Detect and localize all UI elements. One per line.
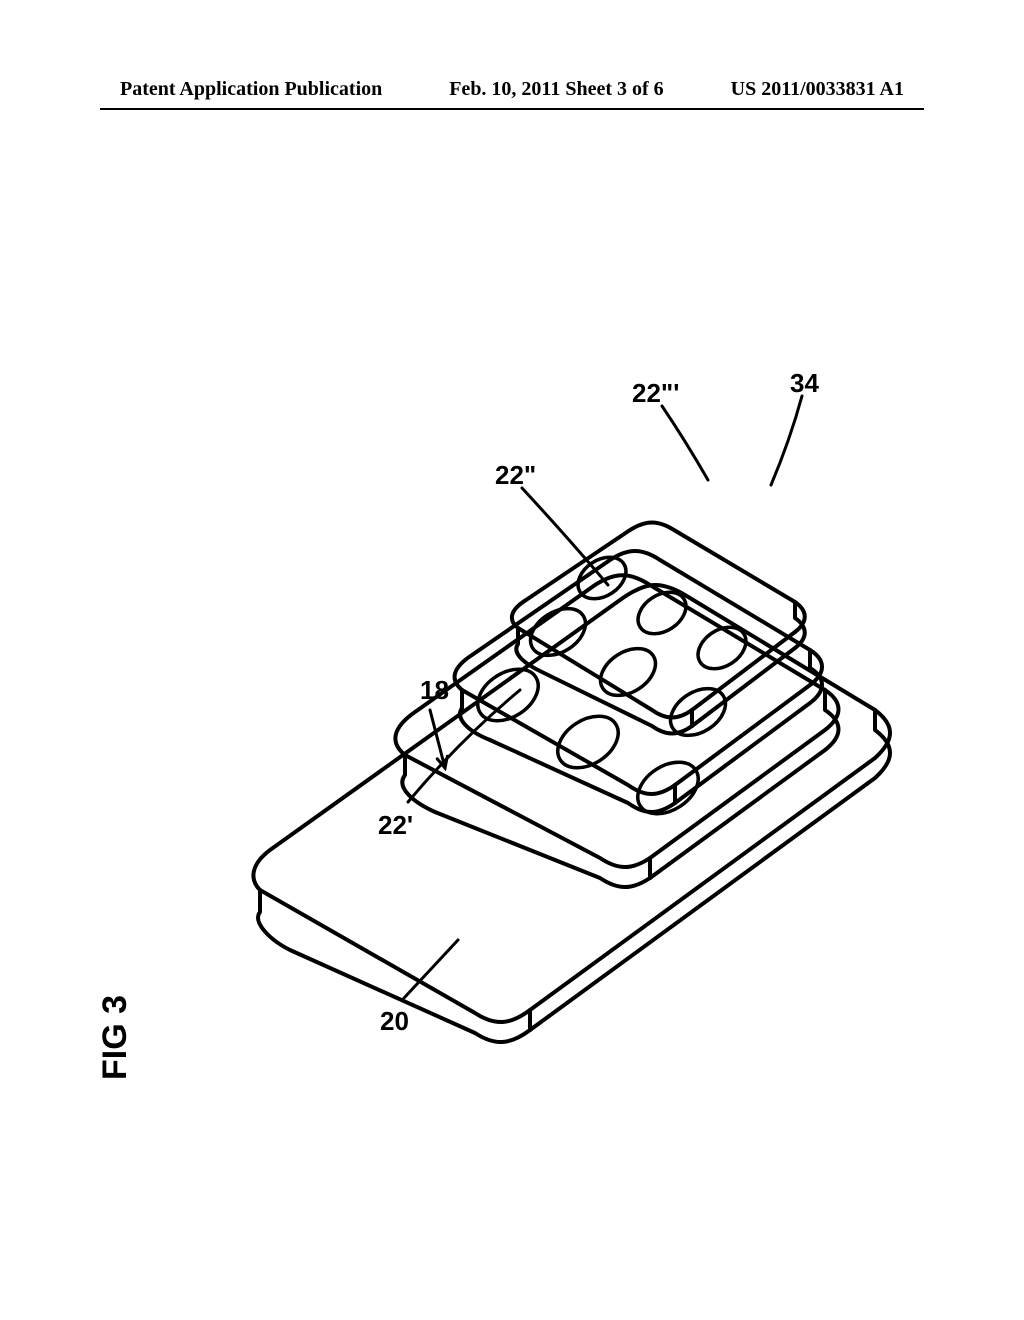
header-center: Feb. 10, 2011 Sheet 3 of 6 [449, 78, 663, 101]
hole [548, 706, 627, 779]
page-header: Patent Application Publication Feb. 10, … [0, 78, 1024, 101]
lead-line-22pp [522, 488, 608, 585]
callout-20: 20 [380, 1006, 409, 1037]
figure-svg [90, 150, 920, 1050]
callout-22pp: 22" [495, 460, 536, 491]
header-rule [100, 108, 924, 110]
figure-label: FIG 3 [96, 995, 135, 1080]
hole [592, 639, 664, 705]
callout-22ppp: 22"' [632, 378, 679, 409]
base-plate-thickness-front [258, 710, 890, 1042]
hole [522, 599, 594, 665]
drawing-group [253, 523, 890, 1043]
lead-line-34 [771, 396, 802, 485]
callout-18: 18 [420, 675, 449, 706]
callout-34: 34 [790, 368, 819, 399]
header-left: Patent Application Publication [120, 78, 382, 101]
lead-line-22ppp [662, 406, 708, 480]
callout-22p: 22' [378, 810, 413, 841]
patent-figure [90, 150, 920, 1050]
header-right: US 2011/0033831 A1 [731, 78, 904, 101]
patent-page: Patent Application Publication Feb. 10, … [0, 0, 1024, 1320]
